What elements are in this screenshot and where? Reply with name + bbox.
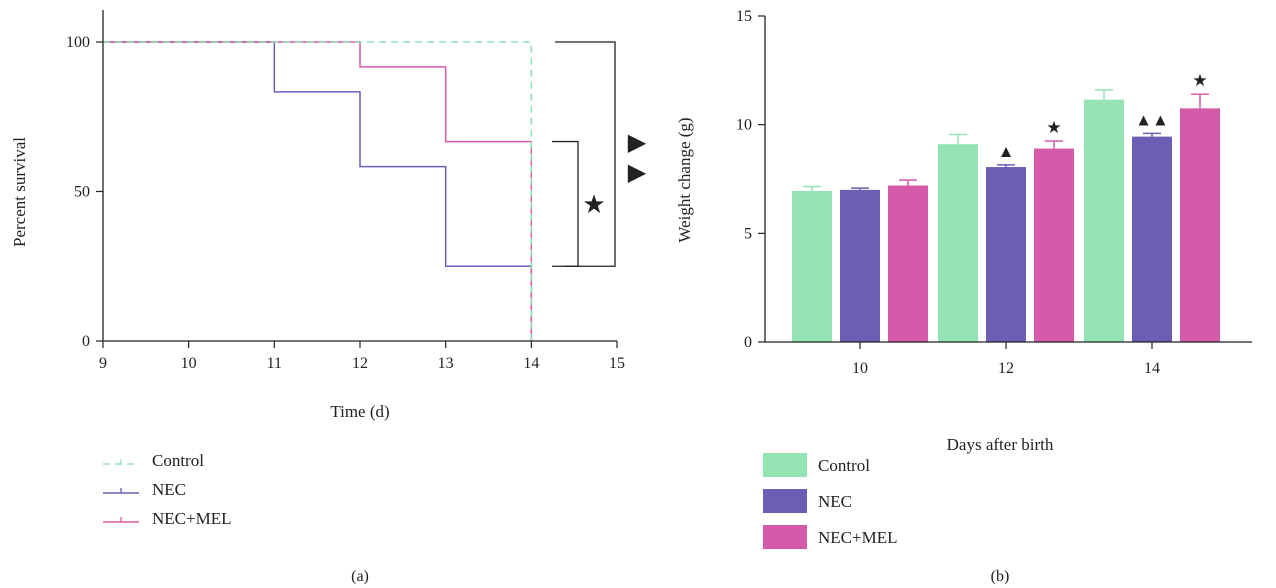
x-axis-ticks: 10 12 14 bbox=[852, 342, 1160, 377]
significance-brackets: ★ ▶ ▶ bbox=[552, 41, 647, 267]
significance-marker: ▲▲ bbox=[1135, 110, 1169, 129]
y-tick-label: 5 bbox=[744, 225, 752, 242]
x-tick-label: 12 bbox=[352, 355, 368, 372]
bars: ▲ ★ ▲▲ ★ bbox=[792, 71, 1220, 342]
y-tick-label: 100 bbox=[66, 34, 90, 51]
x-tick-label: 9 bbox=[99, 355, 107, 372]
legend-label-nec-mel: NEC+MEL bbox=[152, 509, 231, 528]
bar-nec-day-14 bbox=[1132, 136, 1172, 342]
x-tick-label: 13 bbox=[438, 355, 454, 372]
x-tick-label: 14 bbox=[1144, 360, 1160, 377]
x-tick-label: 14 bbox=[523, 355, 539, 372]
survival-chart: 0 50 100 9 10 11 12 13 14 15 ★ ▶ ▶ Time (d) Percen… bbox=[10, 10, 647, 585]
legend-swatch-control bbox=[763, 453, 807, 477]
panel-label-a: (a) bbox=[351, 568, 369, 585]
legend-label-nec: NEC bbox=[818, 492, 852, 511]
weight-bar-chart: ▲ ★ ▲▲ ★ 0 5 10 15 10 12 14 Days after birth Wei… bbox=[675, 8, 1252, 585]
significance-marker: ▲ bbox=[998, 142, 1015, 161]
x-axis-ticks: 9 10 11 12 13 14 15 bbox=[99, 341, 625, 372]
y-axis-title: Percent survival bbox=[10, 137, 29, 247]
y-tick-label: 0 bbox=[744, 334, 752, 351]
bar-nec-mel-day-10 bbox=[888, 185, 928, 342]
bar-control-day-14 bbox=[1084, 99, 1124, 342]
significance-triangle: ▶ bbox=[628, 130, 647, 156]
survival-line-nec bbox=[103, 41, 533, 341]
bar-nec-day-10 bbox=[840, 189, 880, 342]
legend-label-control: Control bbox=[818, 456, 870, 475]
x-axis-title: Days after birth bbox=[947, 435, 1054, 454]
x-tick-label: 10 bbox=[181, 355, 197, 372]
y-tick-label: 10 bbox=[736, 117, 752, 134]
significance-marker: ★ bbox=[1046, 118, 1061, 137]
significance-marker: ★ bbox=[1192, 71, 1207, 90]
legend-swatch-nec-mel bbox=[763, 525, 807, 549]
legend-label-nec: NEC bbox=[152, 480, 186, 499]
legend: Control NEC NEC+MEL bbox=[763, 453, 897, 549]
survival-line-nec-mel bbox=[103, 41, 533, 341]
y-tick-label: 15 bbox=[736, 8, 752, 25]
y-tick-label: 50 bbox=[74, 184, 90, 201]
x-tick-label: 11 bbox=[267, 355, 282, 372]
legend-label-control: Control bbox=[152, 451, 204, 470]
significance-triangle: ▶ bbox=[628, 160, 647, 186]
x-tick-label: 12 bbox=[998, 360, 1014, 377]
survival-line-control bbox=[103, 41, 533, 341]
y-tick-label: 0 bbox=[82, 333, 90, 350]
bar-nec-day-12 bbox=[986, 167, 1026, 342]
y-axis-title: Weight change (g) bbox=[675, 117, 694, 242]
bracket-control-vs-nec bbox=[555, 41, 616, 267]
x-tick-label: 10 bbox=[852, 360, 868, 377]
legend: Control NEC NEC+MEL bbox=[103, 451, 231, 528]
x-axis-title: Time (d) bbox=[330, 402, 389, 421]
survival-curves bbox=[103, 41, 533, 341]
significance-star: ★ bbox=[582, 190, 605, 219]
bar-control-day-10 bbox=[792, 190, 832, 342]
y-axis-ticks: 0 50 100 bbox=[66, 34, 103, 350]
bar-control-day-12 bbox=[938, 144, 978, 342]
bracket-nec-vs-necmel bbox=[552, 140, 579, 267]
panel-label-b: (b) bbox=[991, 568, 1010, 585]
x-tick-label: 15 bbox=[609, 355, 625, 372]
bar-nec-mel-day-14 bbox=[1180, 108, 1220, 342]
y-axis-ticks: 0 5 10 15 bbox=[736, 8, 765, 351]
legend-swatch-nec bbox=[763, 489, 807, 513]
bar-nec-mel-day-12 bbox=[1034, 148, 1074, 342]
legend-label-nec-mel: NEC+MEL bbox=[818, 528, 897, 547]
